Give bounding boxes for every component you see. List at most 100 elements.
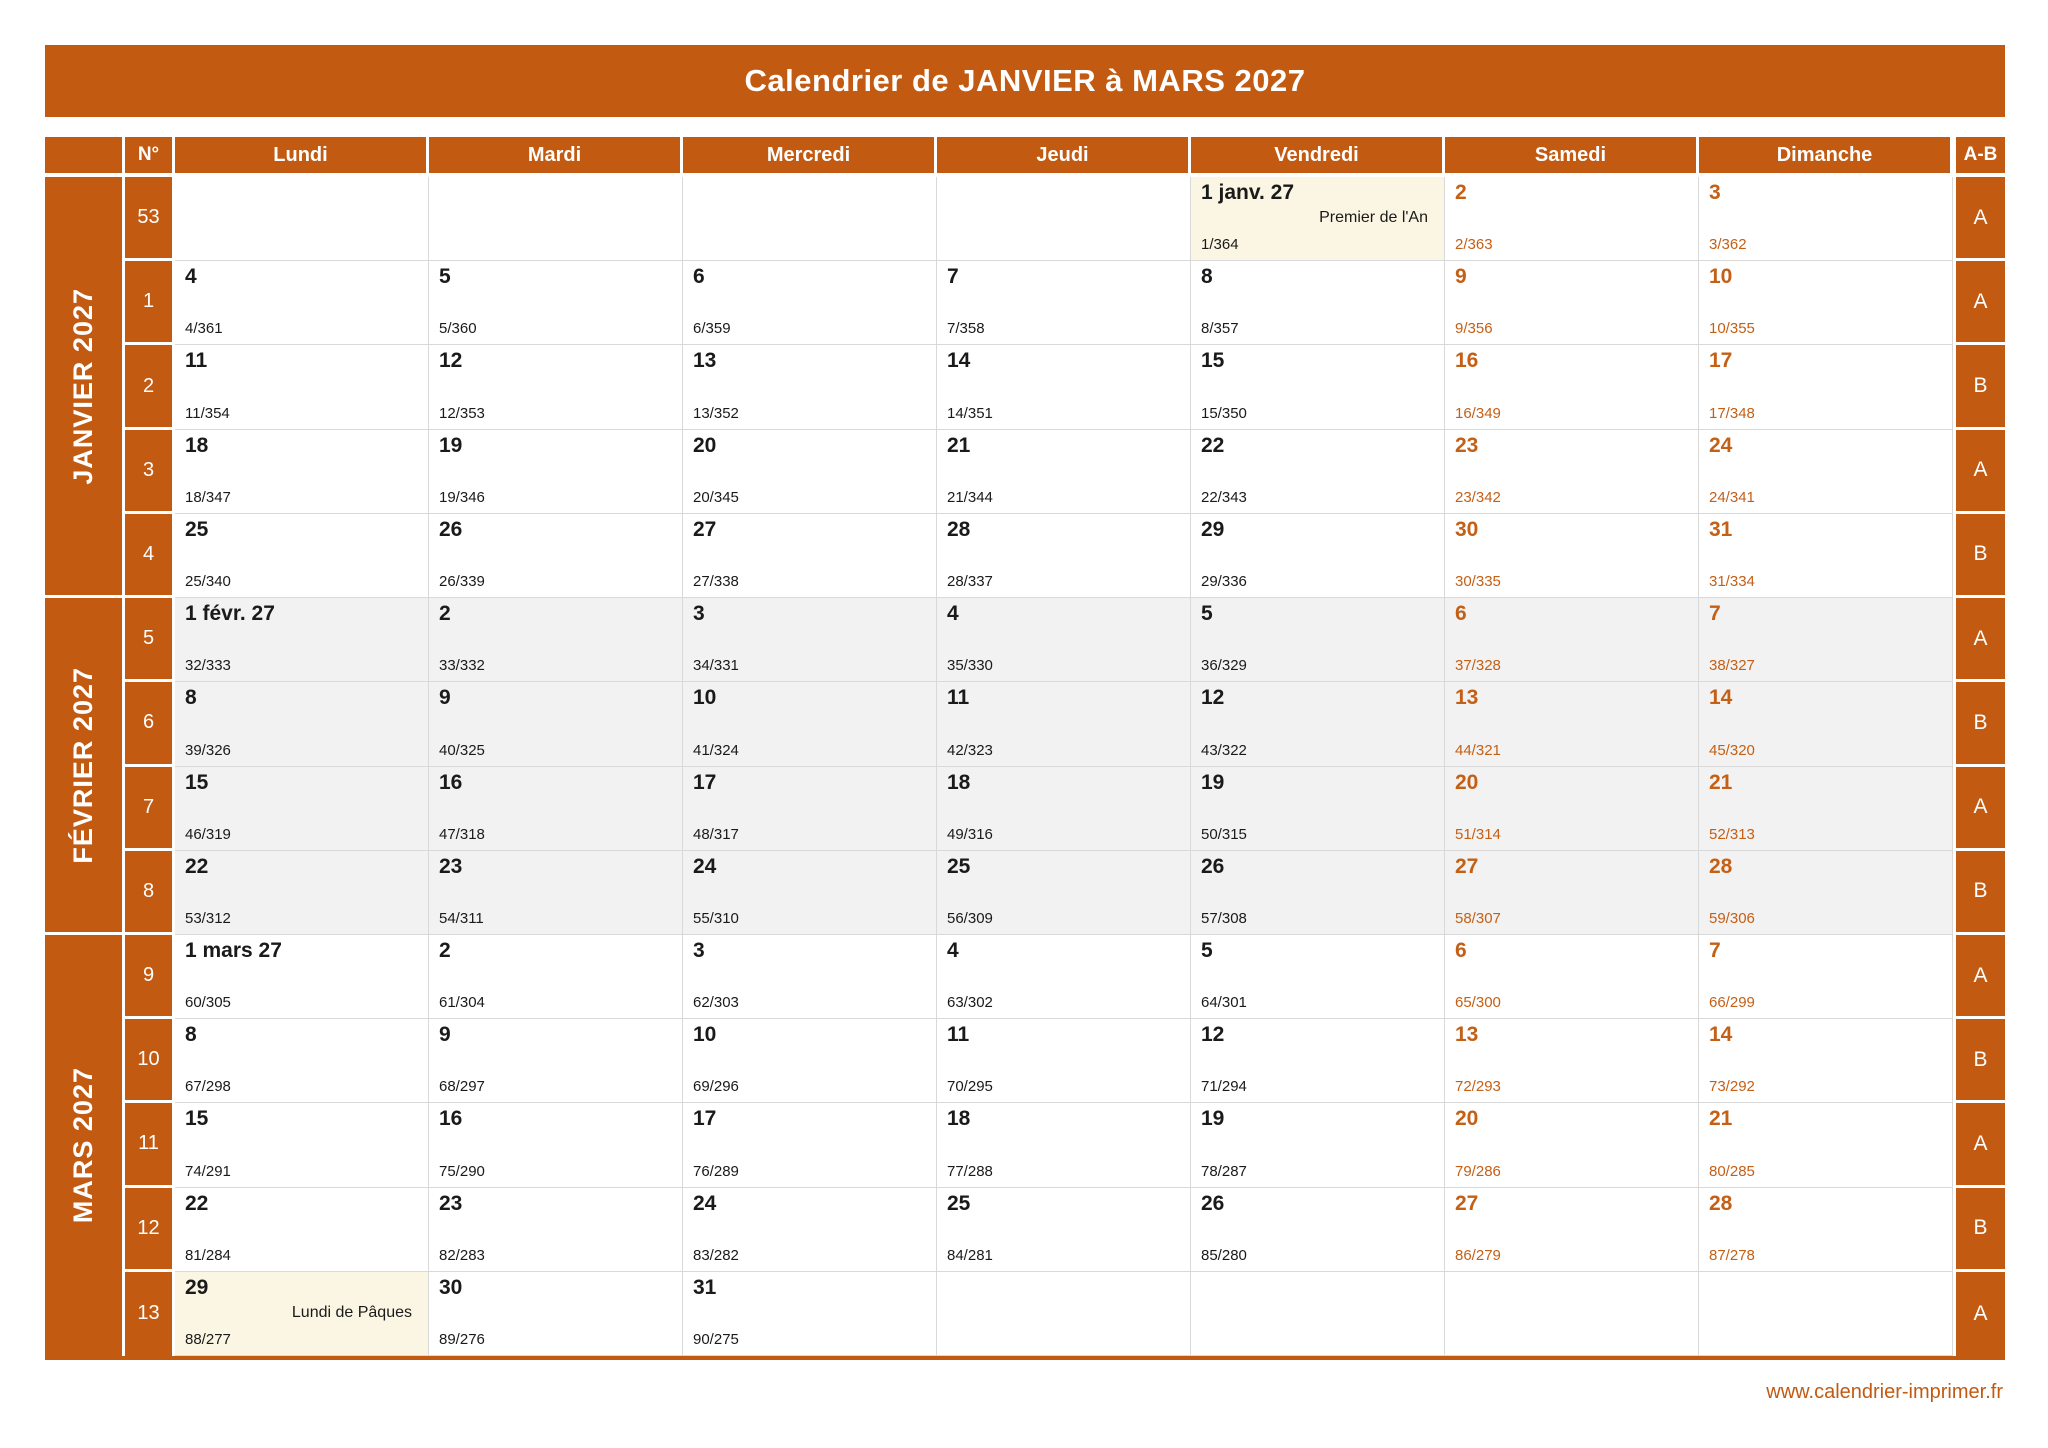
week-number: 5 (125, 598, 175, 683)
day-number: 10 (1709, 265, 1733, 289)
holiday-label: Premier de l'An (1319, 209, 1428, 227)
day-cell: 2 33/332 (429, 598, 683, 683)
day-of-year: 6/359 (693, 320, 731, 338)
day-of-year: 46/319 (185, 825, 231, 843)
day-header-vendredi: Vendredi (1191, 137, 1445, 177)
day-cell: 13 72/293 (1445, 1019, 1699, 1104)
day-of-year: 17/348 (1709, 404, 1755, 422)
day-of-year: 25/340 (185, 573, 231, 591)
day-number: 12 (1201, 686, 1225, 710)
day-of-year: 10/355 (1709, 320, 1755, 338)
day-of-year: 20/345 (693, 488, 739, 506)
day-number: 20 (1455, 1107, 1479, 1131)
week-number: 7 (125, 766, 175, 851)
day-of-year: 43/322 (1201, 741, 1247, 759)
footer-link[interactable]: www.calendrier-imprimer.fr (1766, 1381, 2003, 1403)
day-of-year: 40/325 (439, 741, 485, 759)
day-of-year: 70/295 (947, 1078, 993, 1096)
day-header-jeudi: Jeudi (937, 137, 1191, 177)
day-number: 4 (947, 602, 959, 626)
day-number: 20 (1455, 770, 1479, 794)
day-of-year: 21/344 (947, 488, 993, 506)
day-number: 6 (1455, 602, 1467, 626)
ab-badge: A (1953, 177, 2005, 262)
ab-badge: B (1953, 850, 2005, 935)
day-cell: 21 80/285 (1699, 1103, 1953, 1188)
day-number: 31 (1709, 517, 1733, 541)
day-of-year: 37/328 (1455, 657, 1501, 675)
day-of-year: 74/291 (185, 1162, 231, 1180)
day-number: 22 (1201, 433, 1225, 457)
day-header-lundi: Lundi (175, 137, 429, 177)
day-number: 14 (1709, 686, 1733, 710)
day-cell: 16 75/290 (429, 1103, 683, 1188)
day-number: 9 (439, 686, 451, 710)
day-of-year: 11/354 (185, 404, 230, 422)
day-number: 30 (1455, 517, 1479, 541)
day-cell: 28 28/337 (937, 513, 1191, 599)
day-cell-empty (175, 177, 429, 262)
day-of-year: 28/337 (947, 573, 993, 591)
day-cell: 9 9/356 (1445, 261, 1699, 346)
day-header-mercredi: Mercredi (683, 137, 937, 177)
day-number: 12 (439, 349, 463, 373)
day-cell: 15 74/291 (175, 1103, 429, 1188)
day-of-year: 77/288 (947, 1162, 993, 1180)
day-of-year: 2/363 (1455, 236, 1493, 254)
week-number: 4 (125, 513, 175, 599)
day-number: 24 (1709, 433, 1733, 457)
day-cell-empty (1445, 1271, 1699, 1356)
day-cell: 3 3/362 (1699, 177, 1953, 262)
day-number: 15 (185, 770, 209, 794)
day-cell: 8 8/357 (1191, 261, 1445, 346)
day-number: 8 (185, 686, 197, 710)
day-number: 23 (439, 854, 463, 878)
day-cell: 20 79/286 (1445, 1103, 1699, 1188)
day-number: 13 (693, 349, 717, 373)
week-number: 3 (125, 429, 175, 514)
day-number: 2 (1455, 181, 1467, 204)
day-cell: 4 35/330 (937, 598, 1191, 683)
day-cell: 29 29/336 (1191, 513, 1445, 599)
day-number: 13 (1455, 1023, 1479, 1047)
day-cell: 10 41/324 (683, 682, 937, 767)
title-banner: Calendrier de JANVIER à MARS 2027 (45, 45, 2005, 117)
day-cell: 18 18/347 (175, 429, 429, 514)
day-number: 6 (693, 265, 705, 289)
day-cell: 26 26/339 (429, 513, 683, 599)
day-of-year: 44/321 (1455, 741, 1501, 759)
day-number: 21 (1709, 1107, 1733, 1131)
day-of-year: 45/320 (1709, 741, 1755, 759)
day-number: 17 (693, 1107, 717, 1131)
day-number: 3 (1709, 181, 1721, 204)
day-cell: 13 13/352 (683, 345, 937, 430)
day-of-year: 62/303 (693, 994, 739, 1012)
day-number: 7 (1709, 602, 1721, 626)
day-of-year: 83/282 (693, 1246, 739, 1264)
day-of-year: 31/334 (1709, 573, 1755, 591)
day-number: 22 (185, 854, 209, 878)
day-number: 13 (1455, 686, 1479, 710)
day-cell: 30 30/335 (1445, 513, 1699, 599)
day-cell: 23 54/311 (429, 850, 683, 935)
day-cell: 23 23/342 (1445, 429, 1699, 514)
day-cell: 9 40/325 (429, 682, 683, 767)
page-footer: www.calendrier-imprimer.fr (45, 1381, 2003, 1404)
day-cell: 17 17/348 (1699, 345, 1953, 430)
day-of-year: 84/281 (947, 1246, 993, 1264)
day-cell: 11 11/354 (175, 345, 429, 430)
day-number: 11 (947, 686, 970, 710)
day-cell: 6 65/300 (1445, 934, 1699, 1020)
day-number: 31 (693, 1275, 717, 1299)
day-cell: 26 85/280 (1191, 1187, 1445, 1272)
day-cell: 11 42/323 (937, 682, 1191, 767)
day-of-year: 35/330 (947, 657, 993, 675)
day-of-year: 82/283 (439, 1246, 485, 1264)
holiday-label: Lundi de Pâques (291, 1303, 412, 1321)
day-number: 24 (693, 1191, 717, 1215)
month-label-janvier: JANVIER 2027 (68, 287, 98, 485)
day-cell: 22 81/284 (175, 1187, 429, 1272)
day-of-year: 16/349 (1455, 404, 1501, 422)
day-of-year: 73/292 (1709, 1078, 1755, 1096)
